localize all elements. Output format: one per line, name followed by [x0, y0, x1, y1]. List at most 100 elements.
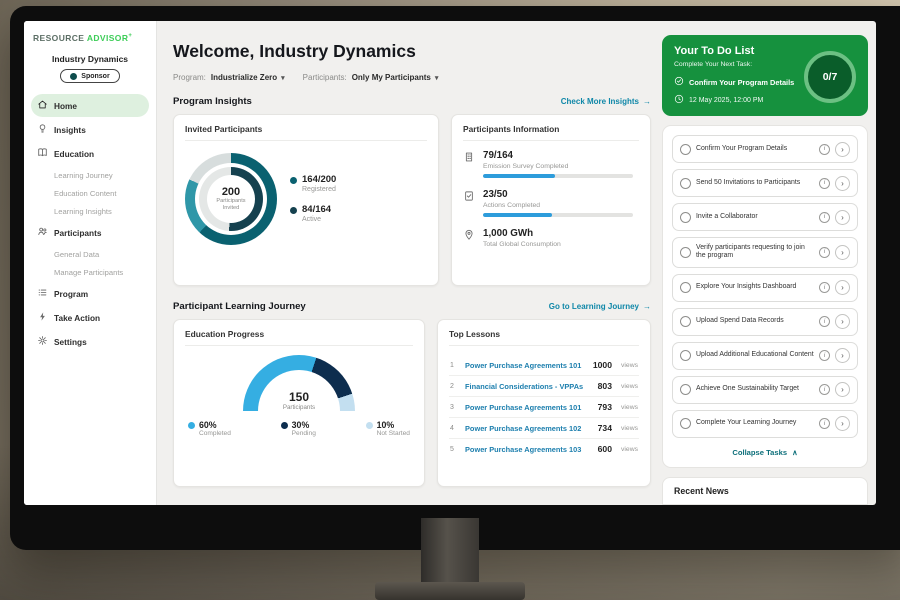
chevron-down-icon: ▾ — [434, 74, 439, 82]
collapse-tasks-button[interactable]: Collapse Tasks ∧ — [672, 444, 858, 464]
chevron-right-icon[interactable]: › — [835, 416, 850, 432]
lesson-link[interactable]: Power Purchase Agreements 101 — [465, 402, 582, 412]
chevron-right-icon[interactable]: › — [835, 244, 850, 260]
chevron-right-icon[interactable]: › — [835, 314, 850, 330]
todo-summary-card: Your To Do List Complete Your Next Task:… — [662, 35, 868, 116]
task-row[interactable]: Explore Your Insights Dashboard i › — [672, 273, 858, 302]
stat-label: Total Global Consumption — [483, 241, 561, 248]
checklist-icon — [463, 189, 475, 217]
chevron-right-icon[interactable]: › — [835, 209, 850, 225]
todo-title: Your To Do List — [674, 45, 755, 57]
legend-value: 84/164 — [302, 204, 332, 215]
chevron-right-icon[interactable]: › — [835, 348, 850, 364]
legend-dot-icon — [365, 422, 373, 429]
task-row[interactable]: Verify participants requesting to join t… — [672, 237, 858, 268]
sponsor-badge[interactable]: Sponsor — [60, 69, 120, 83]
stat-label: Actions Completed — [483, 202, 541, 209]
info-icon[interactable]: i — [819, 384, 830, 396]
sidebar-item-manage-participants[interactable]: Manage Participants — [54, 267, 124, 277]
task-row[interactable]: Send 50 Invitations to Participants i › — [672, 169, 858, 197]
legend-item-completed: 60% Completed — [188, 420, 231, 437]
legend-label: Completed — [199, 430, 231, 438]
participants-filter-dropdown[interactable]: Only My Participants ▾ — [352, 73, 439, 82]
task-checkbox[interactable] — [680, 246, 691, 258]
check-more-insights-link[interactable]: Check More Insights → — [561, 97, 651, 106]
link-label: Go to Learning Journey — [548, 302, 639, 311]
info-icon[interactable]: i — [819, 211, 830, 223]
chevron-right-icon[interactable]: › — [835, 382, 850, 398]
lesson-link[interactable]: Financial Considerations - VPPAs — [465, 381, 584, 391]
lesson-link[interactable]: Power Purchase Agreements 102 — [465, 423, 582, 433]
info-icon[interactable]: i — [819, 143, 830, 155]
task-label: Explore Your Insights Dashboard — [696, 283, 797, 291]
lesson-views: 1000 — [592, 360, 612, 370]
sidebar-item-label: Take Action — [54, 312, 101, 323]
info-icon[interactable]: i — [819, 282, 830, 294]
sidebar-item-settings[interactable]: Settings — [31, 330, 149, 353]
sidebar-item-take-action[interactable]: Take Action — [31, 306, 149, 329]
screen: RESOURCE ADVISOR+ Industry Dynamics Spon… — [24, 21, 876, 505]
lesson-row: 3 Power Purchase Agreements 101 793 view… — [449, 397, 639, 418]
task-checkbox[interactable] — [680, 350, 691, 362]
sidebar-item-home[interactable]: Home — [31, 94, 149, 117]
legend-label: Registered — [302, 186, 336, 193]
top-lessons-card: Top Lessons 1 Power Purchase Agreements … — [437, 319, 651, 487]
sidebar-item-learning-insights[interactable]: Learning Insights — [54, 206, 112, 216]
task-row[interactable]: Upload Spend Data Records i › — [672, 307, 858, 336]
monitor-bezel: RESOURCE ADVISOR+ Industry Dynamics Spon… — [10, 6, 900, 550]
donut-legend: 164/200 Registered 84/164 Active — [290, 174, 336, 223]
building-icon — [463, 150, 475, 178]
right-column: Your To Do List Complete Your Next Task:… — [662, 29, 868, 505]
task-checkbox[interactable] — [680, 177, 691, 189]
chevron-right-icon[interactable]: › — [835, 141, 850, 157]
chevron-right-icon[interactable]: › — [835, 175, 850, 191]
lesson-link[interactable]: Power Purchase Agreements 101 — [465, 360, 582, 370]
sidebar-item-program[interactable]: Program — [31, 282, 149, 305]
sidebar-item-label: Education — [54, 148, 95, 159]
sidebar-item-education[interactable]: Education — [31, 142, 149, 165]
lesson-rank: 2 — [450, 382, 454, 390]
lesson-link[interactable]: Power Purchase Agreements 103 — [465, 444, 582, 454]
task-checkbox[interactable] — [680, 282, 691, 294]
info-icon[interactable]: i — [819, 418, 830, 430]
sidebar-item-learning-journey[interactable]: Learning Journey — [54, 170, 113, 180]
sidebar-item-participants[interactable]: Participants — [31, 221, 149, 244]
task-label: Upload Spend Data Records — [696, 317, 784, 325]
legend-item-not-started: 10% Not Started — [365, 420, 410, 437]
todo-next-task[interactable]: Confirm Your Program Details — [674, 76, 856, 88]
participants-filter-value: Only My Participants — [351, 73, 431, 82]
lesson-rank: 1 — [450, 361, 454, 369]
task-row[interactable]: Upload Additional Educational Content i … — [672, 341, 858, 370]
sidebar-item-education-content[interactable]: Education Content — [54, 188, 117, 198]
chevron-right-icon[interactable]: › — [835, 280, 850, 296]
task-row[interactable]: Achieve One Sustainability Target i › — [672, 375, 858, 404]
program-filter-dropdown[interactable]: Industrialize Zero ▾ — [211, 73, 285, 82]
gauge-center: 150 Participants — [243, 390, 355, 411]
task-checkbox[interactable] — [680, 316, 691, 328]
task-row[interactable]: Complete Your Learning Journey i › — [672, 409, 858, 438]
lesson-views-label: views — [621, 424, 638, 432]
task-label: Invite a Collaborator — [696, 212, 758, 220]
task-checkbox[interactable] — [680, 418, 691, 430]
clock-icon — [674, 94, 684, 106]
legend-value: 10% — [376, 420, 395, 430]
sidebar-item-general-data[interactable]: General Data — [54, 249, 100, 259]
invited-participants-donut-chart: 200 Participants Invited — [185, 153, 277, 245]
task-row[interactable]: Invite a Collaborator i › — [672, 203, 858, 231]
task-checkbox[interactable] — [680, 143, 691, 155]
task-checkbox[interactable] — [680, 211, 691, 223]
info-icon[interactable]: i — [819, 350, 830, 362]
stat-actions-completed: 23/50 Actions Completed — [463, 189, 639, 217]
learning-journey-row: Education Progress 150 Participants — [173, 319, 651, 487]
info-icon[interactable]: i — [819, 246, 830, 258]
info-icon[interactable]: i — [819, 316, 830, 328]
task-row[interactable]: Confirm Your Program Details i › — [672, 135, 858, 163]
task-checkbox[interactable] — [680, 384, 691, 396]
sidebar-item-insights[interactable]: Insights — [31, 118, 149, 141]
home-icon — [37, 99, 48, 112]
lesson-views-label: views — [621, 403, 638, 411]
info-icon[interactable]: i — [819, 177, 830, 189]
legend-dot-icon — [280, 422, 288, 429]
task-label: Upload Additional Educational Content — [696, 351, 814, 359]
go-to-learning-journey-link[interactable]: Go to Learning Journey → — [549, 302, 651, 311]
